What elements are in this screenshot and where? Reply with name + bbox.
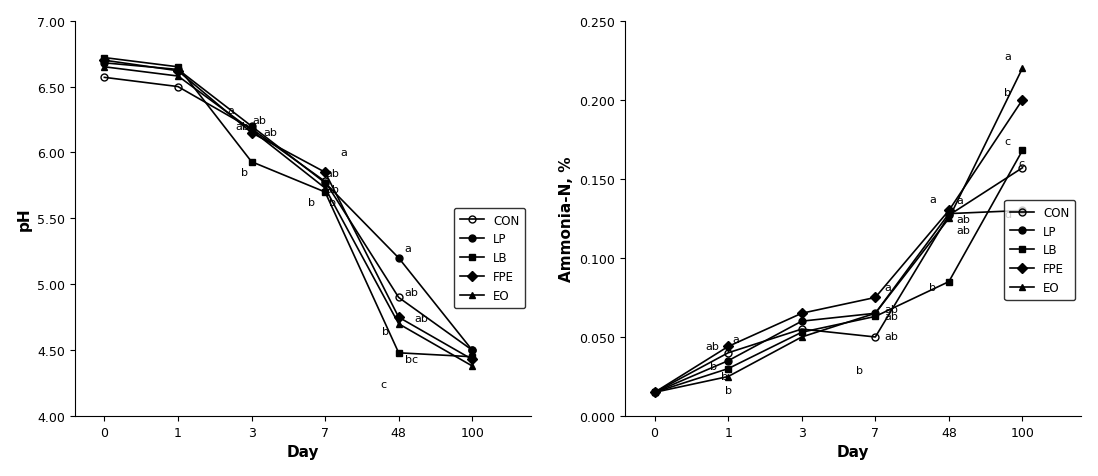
- Text: a: a: [929, 194, 937, 204]
- Text: b: b: [240, 168, 248, 178]
- Text: a: a: [732, 334, 739, 344]
- Text: b: b: [721, 371, 728, 381]
- Text: b: b: [382, 327, 390, 337]
- Legend: CON, LP, LB, FPE, EO: CON, LP, LB, FPE, EO: [1005, 200, 1075, 300]
- Text: b: b: [309, 198, 315, 208]
- Text: ab: ab: [251, 116, 266, 126]
- Text: c: c: [1019, 159, 1024, 169]
- Text: b: b: [710, 361, 717, 371]
- X-axis label: Day: Day: [837, 445, 870, 459]
- Text: b: b: [855, 366, 863, 376]
- Text: ab: ab: [264, 128, 277, 138]
- Legend: CON, LP, LB, FPE, EO: CON, LP, LB, FPE, EO: [455, 208, 525, 308]
- Text: ab: ab: [705, 341, 719, 351]
- Text: b: b: [329, 198, 336, 208]
- Text: ab: ab: [415, 314, 428, 324]
- Text: a: a: [884, 282, 890, 292]
- Text: a: a: [1005, 52, 1011, 62]
- Text: ab: ab: [404, 287, 418, 297]
- Text: a: a: [956, 195, 963, 205]
- Text: ab: ab: [956, 225, 971, 235]
- Text: a: a: [404, 244, 412, 254]
- Text: ab: ab: [884, 311, 898, 321]
- Text: b: b: [929, 282, 937, 292]
- Text: ab: ab: [236, 121, 249, 131]
- Text: bc: bc: [404, 354, 417, 364]
- Y-axis label: Ammonia-N, %: Ammonia-N, %: [559, 156, 574, 281]
- Text: ab: ab: [956, 214, 971, 224]
- Text: ab: ab: [884, 304, 898, 314]
- Text: b: b: [1005, 88, 1011, 98]
- Text: a: a: [227, 106, 234, 116]
- Text: c: c: [1005, 137, 1011, 147]
- Text: ab: ab: [325, 169, 339, 179]
- Text: ab: ab: [325, 185, 339, 195]
- Text: d: d: [1005, 209, 1011, 219]
- X-axis label: Day: Day: [287, 445, 320, 459]
- Text: c: c: [380, 379, 386, 389]
- Text: b: b: [725, 385, 731, 395]
- Text: a: a: [340, 148, 347, 158]
- Y-axis label: pH: pH: [16, 207, 32, 231]
- Text: ab: ab: [884, 331, 898, 341]
